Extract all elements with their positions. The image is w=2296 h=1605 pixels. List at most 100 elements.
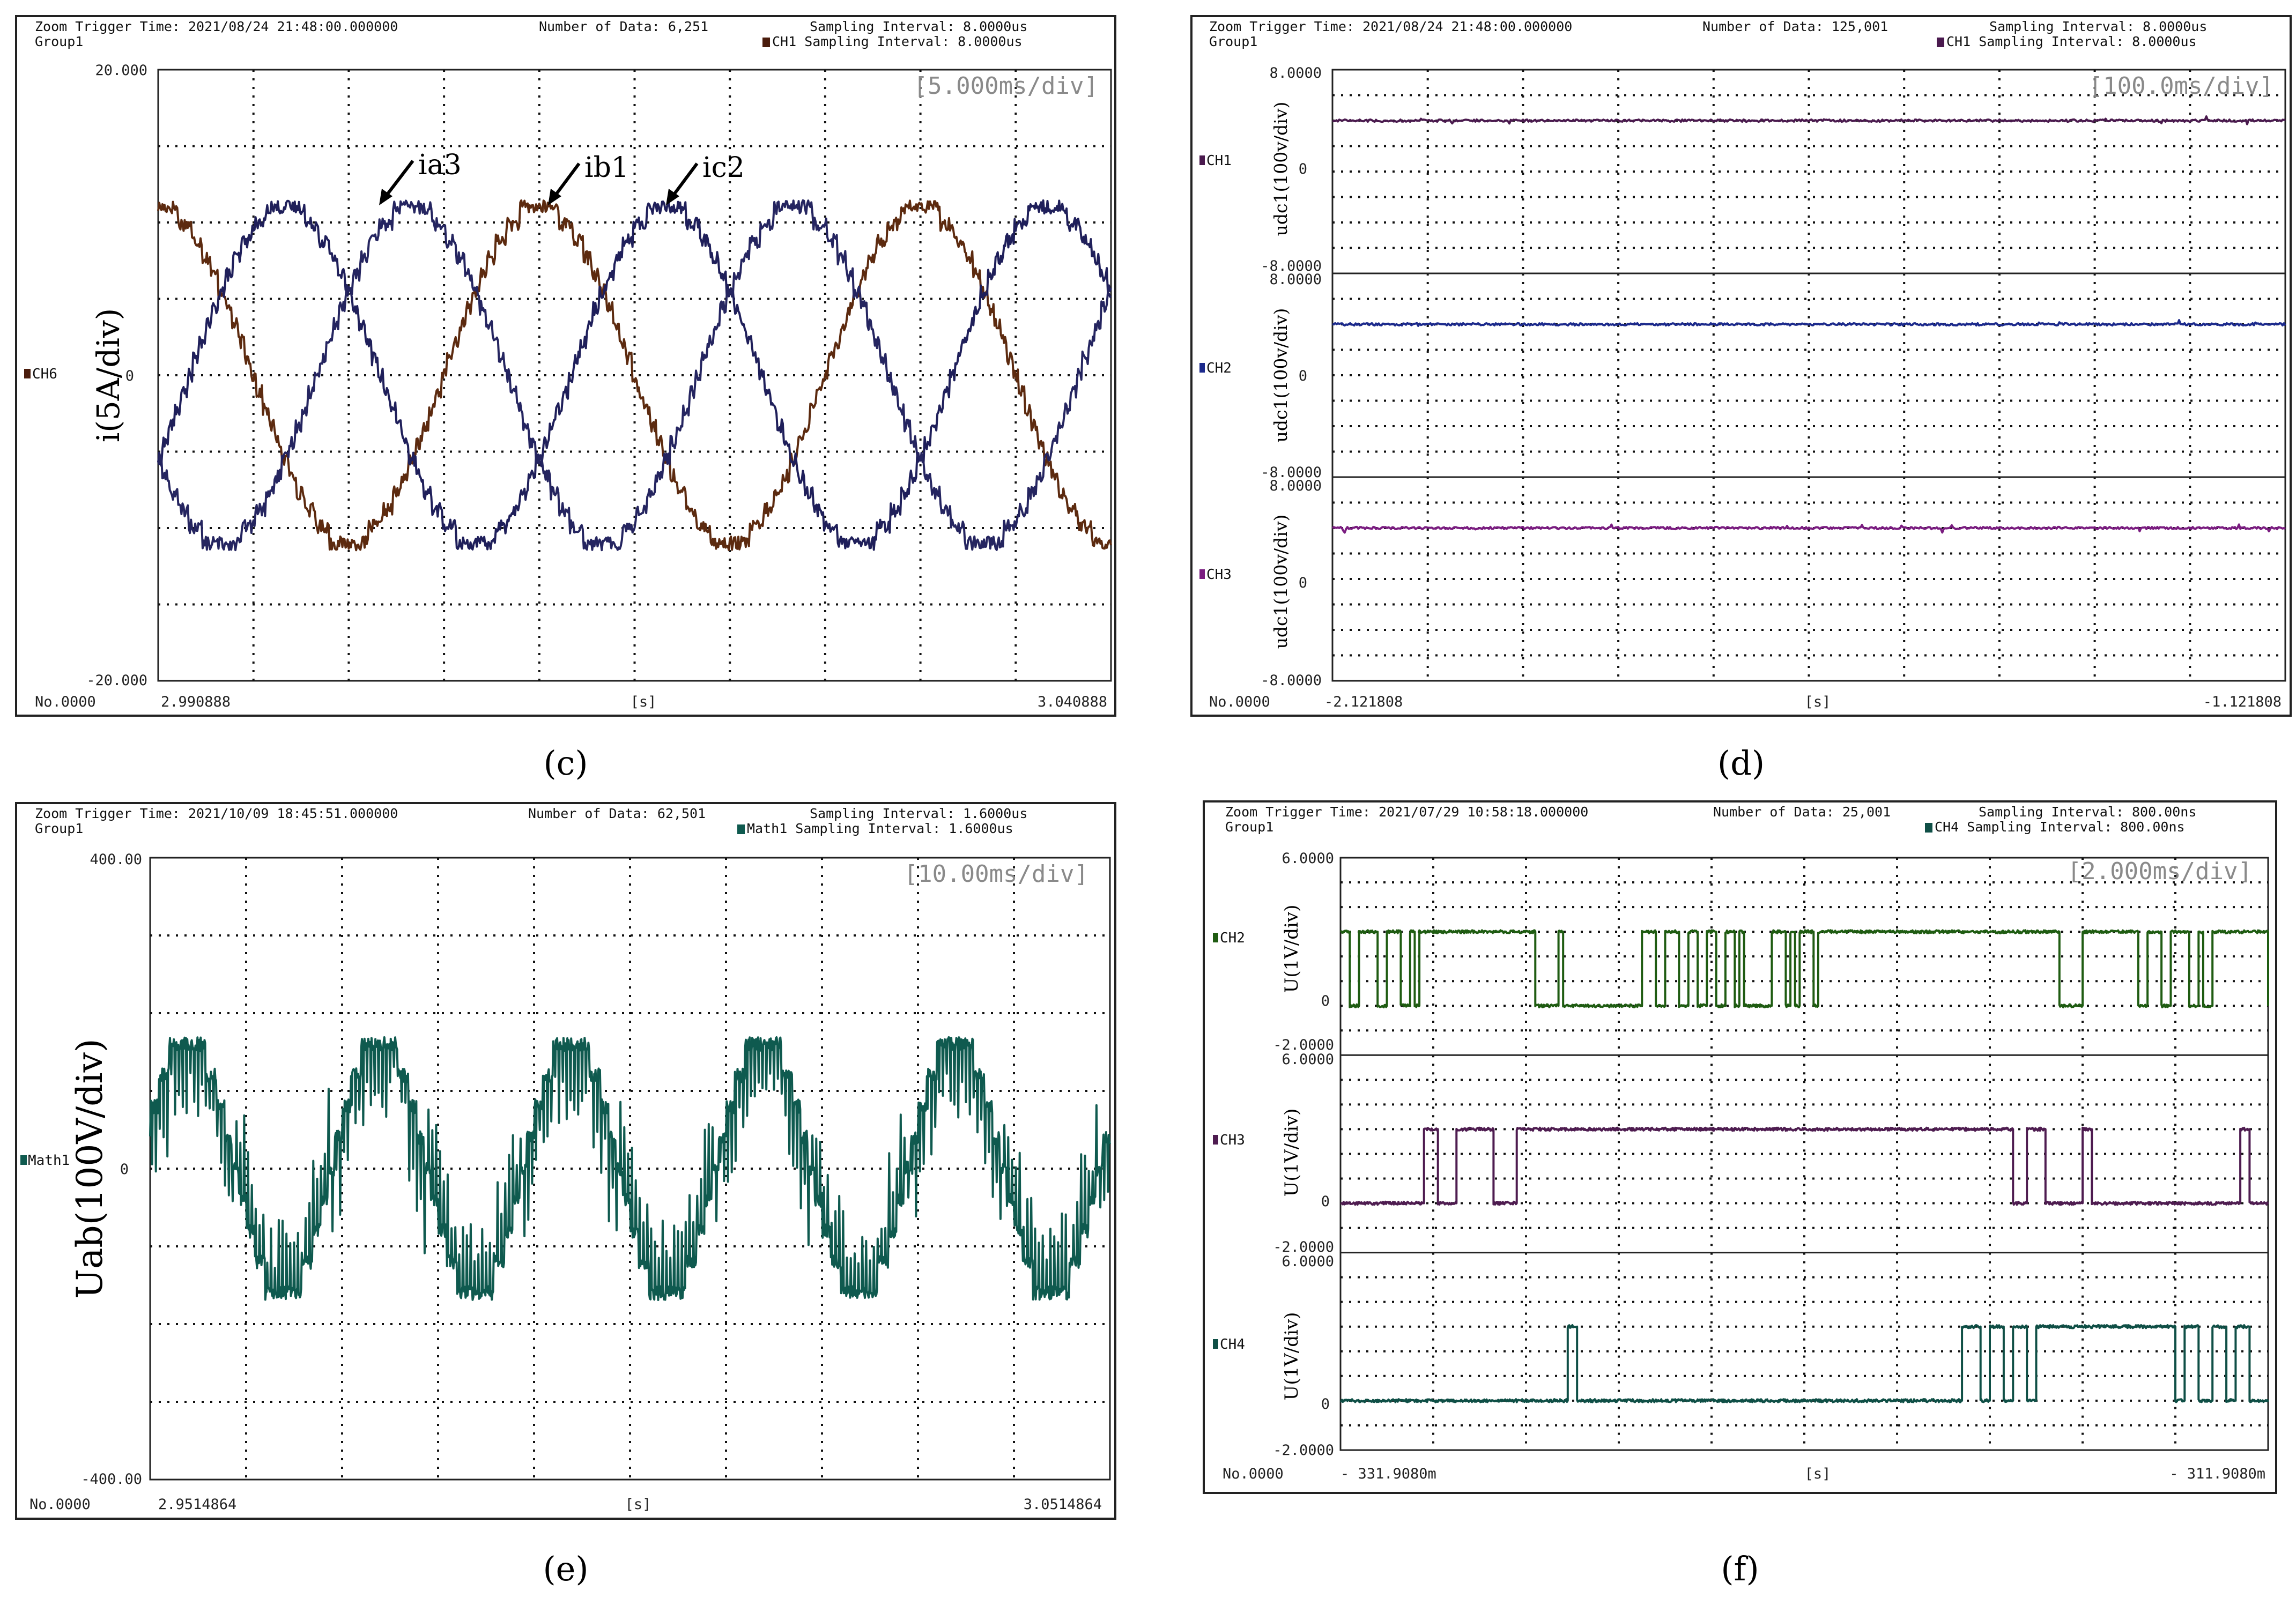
panel-f: Zoom Trigger Time: 2021/07/29 10:58:18.0… (1204, 801, 2276, 1588)
panel-d-x-start: -2.121808 (1324, 694, 1403, 710)
panel-f-timebase: [2.000ms/div] (2068, 858, 2252, 885)
panel-f-x-end: - 311.9080m (2169, 1466, 2265, 1482)
panel-c-group: Group1 (35, 34, 83, 49)
panel-c-y-max: 20.000 (95, 62, 147, 79)
panel-f-ch4-swatch (1213, 1339, 1218, 1349)
panel-e-x-unit: [s] (625, 1496, 651, 1513)
panel-c-label-ib1: ib1 (584, 152, 629, 184)
panel-d-channel-interval: CH1 Sampling Interval: 8.0000us (1946, 34, 2197, 49)
panel-c-x-unit: [s] (631, 694, 657, 710)
panel-e-channel-swatch (737, 824, 745, 834)
panel-e-caption: (e) (543, 1549, 588, 1588)
panel-d-ch1-y-max: 8.0000 (1269, 65, 1322, 81)
panel-c-trigger-time: Zoom Trigger Time: 2021/08/24 21:48:00.0… (35, 19, 398, 34)
panel-c-channel-interval: CH1 Sampling Interval: 8.0000us (772, 34, 1023, 49)
panel-c-label-ic2: ic2 (702, 152, 745, 184)
panel-c: Zoom Trigger Time: 2021/08/24 21:48:00.0… (16, 16, 1115, 783)
panel-d-ch2-swatch (1199, 363, 1205, 373)
panel-c-ch6-swatch (24, 369, 31, 378)
panel-d-timebase: [100.0ms/div] (2089, 72, 2273, 100)
panel-d-sampling-interval: Sampling Interval: 8.0000us (1989, 19, 2207, 34)
panel-c-y-zero: 0 (125, 368, 134, 384)
panel-e-trigger-time: Zoom Trigger Time: 2021/10/09 18:45:51.0… (35, 806, 398, 821)
panel-d-ch2-y-max: 8.0000 (1269, 271, 1322, 288)
panel-e-math1-swatch (20, 1155, 27, 1165)
panel-c-channel-swatch (762, 38, 770, 47)
panel-d-x-end: -1.121808 (2203, 694, 2282, 710)
panel-f-x-start: - 331.9080m (1340, 1466, 1436, 1482)
panel-d-ch2-y-zero: 0 (1299, 368, 1307, 384)
panel-e-y-axis-label: Uab(100V/div) (69, 1038, 110, 1298)
panel-f-channel-interval: CH4 Sampling Interval: 800.00ns (1935, 819, 2185, 835)
panel-d-group: Group1 (1209, 34, 1257, 49)
panel-f-ch3-swatch (1213, 1135, 1218, 1145)
panel-f-ch2-y-axis-label: U(1V/div) (1281, 905, 1302, 993)
panel-f-frame (1204, 801, 2276, 1493)
panel-f-ch3-y-axis-label: U(1V/div) (1281, 1109, 1302, 1197)
panel-e-frame (16, 803, 1115, 1519)
panel-c-label-ia3: ia3 (418, 149, 462, 181)
panel-f-ch2-y-zero: 0 (1321, 993, 1330, 1009)
panel-f-ch4-y-max: 6.0000 (1282, 1253, 1334, 1270)
panel-f-sampling-interval: Sampling Interval: 800.00ns (1979, 804, 2196, 820)
panel-d-ch3-swatch (1199, 569, 1205, 579)
panel-d-ch3-y-zero: 0 (1299, 575, 1307, 591)
panel-e-math1-label: Math1 (28, 1153, 70, 1169)
panel-d-ch2-y-axis-label: udc1(100v/div) (1270, 308, 1291, 443)
panel-e-x-start: 2.9514864 (158, 1496, 236, 1513)
panel-f-ch3-label: CH3 (1220, 1132, 1245, 1148)
panel-f-ch2-y-max: 6.0000 (1282, 850, 1334, 867)
panel-e-y-min: -400.00 (81, 1471, 142, 1488)
panel-f-ch3-y-max: 6.0000 (1282, 1051, 1334, 1068)
panel-e-channel-interval: Math1 Sampling Interval: 1.6000us (747, 821, 1013, 836)
panel-c-ch6-label: CH6 (32, 366, 57, 382)
panel-e-y-max: 400.00 (90, 851, 142, 868)
panel-f-x-unit: [s] (1805, 1466, 1831, 1482)
panel-d-channel-swatch (1937, 38, 1944, 47)
panel-e-group: Group1 (35, 821, 83, 836)
panel-f-ch4-y-axis-label: U(1V/div) (1281, 1312, 1302, 1401)
panel-d-ch3-label: CH3 (1206, 567, 1232, 583)
panel-f-footer-number: No.0000 (1223, 1466, 1284, 1482)
panel-e-footer-number: No.0000 (29, 1496, 91, 1513)
panel-e: Zoom Trigger Time: 2021/10/09 18:45:51.0… (16, 803, 1115, 1588)
panel-f-ch4-label: CH4 (1220, 1336, 1245, 1353)
panel-e-timebase: [10.00ms/div] (904, 860, 1088, 888)
panel-d: Zoom Trigger Time: 2021/08/24 21:48:00.0… (1191, 16, 2291, 783)
panel-f-caption: (f) (1721, 1549, 1759, 1588)
panel-f-group: Group1 (1225, 819, 1273, 835)
panel-d-caption: (d) (1717, 744, 1765, 783)
panel-c-frame (16, 16, 1115, 716)
panel-e-sampling-interval: Sampling Interval: 1.6000us (810, 806, 1027, 821)
panel-d-trigger-time: Zoom Trigger Time: 2021/08/24 21:48:00.0… (1209, 19, 1572, 34)
panel-f-trigger-time: Zoom Trigger Time: 2021/07/29 10:58:18.0… (1225, 804, 1588, 820)
figure: Zoom Trigger Time: 2021/08/24 21:48:00.0… (0, 0, 2296, 1605)
panel-f-ch2-label: CH2 (1220, 930, 1245, 946)
panel-c-caption: (c) (543, 744, 588, 783)
panel-d-ch3-y-max: 8.0000 (1269, 478, 1322, 494)
panel-c-y-axis-label: i(5A/div) (90, 308, 127, 443)
panel-e-x-end: 3.0514864 (1024, 1496, 1102, 1513)
panel-d-ch1-y-axis-label: udc1(100v/div) (1270, 102, 1291, 236)
panel-d-ch1-y-zero: 0 (1299, 161, 1307, 177)
panel-f-ch4-y-zero: 0 (1321, 1396, 1330, 1413)
panel-c-x-start: 2.990888 (161, 694, 231, 710)
panel-e-data-count: Number of Data: 62,501 (528, 806, 706, 821)
panel-d-ch2-label: CH2 (1206, 360, 1232, 376)
panel-c-x-end: 3.040888 (1038, 694, 1107, 710)
panel-f-data-count: Number of Data: 25,001 (1713, 804, 1891, 820)
panel-c-y-min: -20.000 (86, 672, 147, 689)
panel-d-data-count: Number of Data: 125,001 (1702, 19, 1888, 34)
panel-d-ch3-y-axis-label: udc1(100v/div) (1270, 515, 1291, 649)
panel-c-sampling-interval: Sampling Interval: 8.0000us (810, 19, 1027, 34)
panel-d-ch1-swatch (1199, 155, 1205, 165)
panel-f-ch4-y-min: -2.0000 (1273, 1442, 1334, 1459)
panel-c-data-count: Number of Data: 6,251 (539, 19, 708, 34)
panel-c-timebase: [5.000ms/div] (914, 72, 1098, 100)
panel-d-x-unit: [s] (1805, 694, 1831, 710)
panel-f-ch2-swatch (1213, 933, 1218, 942)
panel-e-y-zero: 0 (120, 1161, 129, 1178)
panel-d-ch3-y-min: -8.0000 (1261, 672, 1322, 689)
panel-c-footer-number: No.0000 (35, 694, 96, 710)
panel-f-channel-swatch (1925, 823, 1932, 833)
